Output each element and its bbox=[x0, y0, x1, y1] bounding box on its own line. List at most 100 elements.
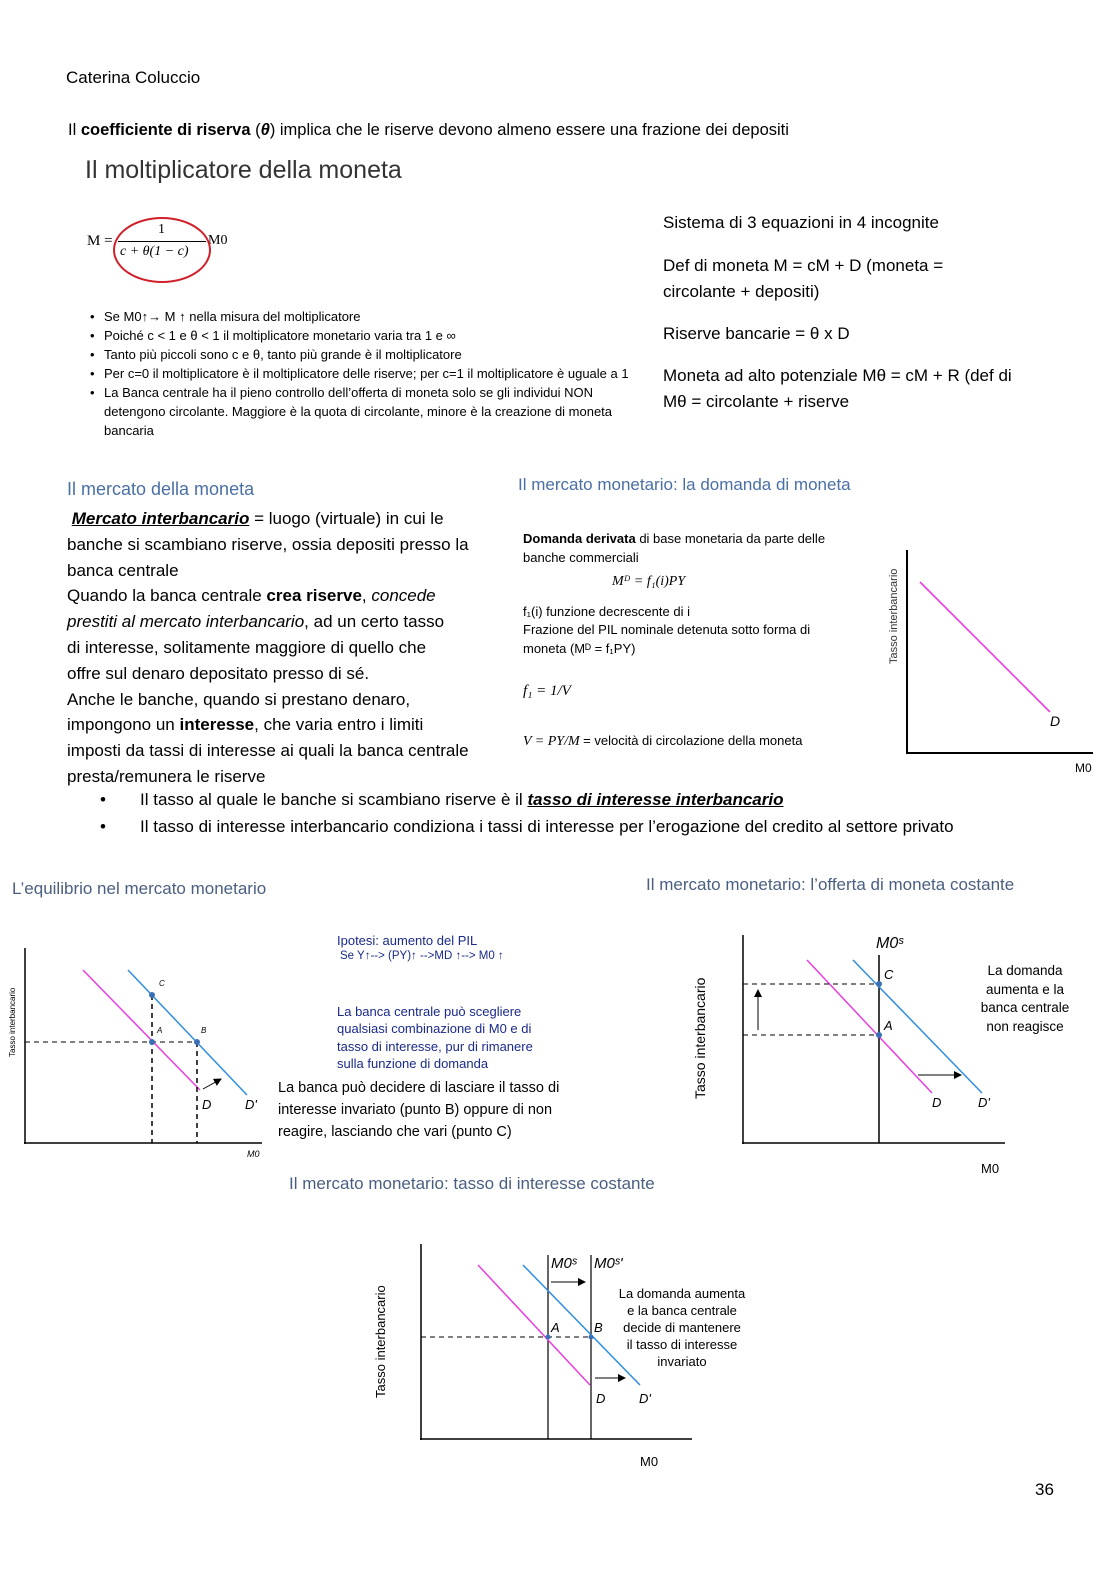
text: La banca può decidere di lasciare il tas… bbox=[278, 1080, 560, 1096]
text: = luogo (virtuale) in cui le bbox=[249, 509, 444, 528]
point-a bbox=[149, 1039, 155, 1045]
equilibrium-chart: C A B D D' M0 Tasso interbancario bbox=[8, 948, 262, 1159]
bullet-row: • Il tasso al quale le banche si scambian… bbox=[100, 790, 784, 809]
point-c bbox=[876, 981, 882, 987]
point-label: B bbox=[201, 1026, 207, 1035]
point-label: A bbox=[883, 1018, 893, 1033]
text: impongono un bbox=[67, 715, 180, 735]
text: imposti da tassi di interesse ai quali l… bbox=[67, 741, 469, 761]
choice-text: La banca centrale può scegliere qualsias… bbox=[337, 1003, 533, 1072]
text: reagire, lasciando che vari (punto C) bbox=[278, 1124, 512, 1140]
curve-d bbox=[477, 1264, 591, 1386]
section-title-market: Il mercato della moneta bbox=[67, 479, 255, 499]
text: interesse invariato (punto B) oppure di … bbox=[278, 1102, 553, 1118]
decide-text: La banca può decidere di lasciare il tas… bbox=[278, 1077, 559, 1143]
y-axis-label: Tasso interbancario bbox=[888, 569, 900, 664]
author: Caterina Coluccio bbox=[66, 68, 201, 87]
supply-title: Il mercato monetario: l’offerta di monet… bbox=[646, 875, 1015, 894]
text: sulla funzione di domanda bbox=[337, 1055, 489, 1071]
point-a bbox=[876, 1032, 882, 1038]
demand-curve-d bbox=[919, 581, 1051, 713]
curve-label: D' bbox=[245, 1097, 257, 1112]
formula-lhs: M = bbox=[87, 233, 113, 249]
page-number: 36 bbox=[1035, 1480, 1054, 1499]
x-axis-label: M0 bbox=[1075, 761, 1092, 775]
x-axis-label: M0 bbox=[247, 1149, 260, 1159]
note-line: non reagisce bbox=[986, 1019, 1063, 1034]
hypothesis-chain: Se Y↑--> (PY)↑ -->MD ↑--> M0 ↑ bbox=[340, 950, 504, 962]
supply-constant-chart: M0ˢ C A D D' M0 Tasso interbancario La d… bbox=[692, 935, 1069, 1176]
note-line: La domanda aumenta bbox=[619, 1286, 746, 1301]
text: tasso di interesse, pur di rimanere bbox=[337, 1038, 533, 1054]
text: Anche le banche, quando si prestano dena… bbox=[67, 689, 411, 709]
bullet-text: Il tasso di interesse interbancario cond… bbox=[140, 817, 954, 836]
y-axis-label: Tasso interbancario bbox=[8, 987, 17, 1057]
equations-line: Sistema di 3 equazioni in 4 incognite bbox=[663, 213, 939, 232]
point-b bbox=[194, 1039, 200, 1045]
demand-bold: Domanda derivata bbox=[523, 531, 636, 546]
text: banca centrale bbox=[67, 560, 179, 580]
text: , bbox=[361, 586, 372, 606]
point-label: A bbox=[550, 1320, 560, 1335]
rate-constant-chart: M0ˢ M0ˢ' A B D D' M0 Tasso interbancario… bbox=[373, 1244, 746, 1469]
demand-eq1: Mᴰ = f₁(i)PY bbox=[612, 574, 686, 589]
curve-label: D' bbox=[639, 1391, 651, 1406]
curve-d bbox=[806, 959, 933, 1094]
supply-label: M0ˢ' bbox=[594, 1255, 624, 1272]
rate-title: Il mercato monetario: tasso di interesse… bbox=[289, 1174, 655, 1193]
curve-label: D bbox=[202, 1097, 211, 1112]
hypothesis: Ipotesi: aumento del PIL bbox=[337, 933, 478, 948]
text: di base monetaria da parte delle bbox=[635, 531, 826, 546]
equations-line: Riserve bancarie = θ x D bbox=[663, 324, 850, 343]
text: , ad un certo tasso bbox=[304, 612, 445, 632]
demand-line: Frazione del PIL nominale detenuta sotto… bbox=[523, 622, 811, 637]
red-circle-highlight bbox=[113, 217, 211, 283]
text: presta/remunera le riserve bbox=[67, 766, 266, 786]
text: di interesse, solitamente maggiore di qu… bbox=[67, 637, 427, 657]
bullet: Poiché c < 1 e θ < 1 il moltiplicatore m… bbox=[90, 326, 635, 345]
point-label: C bbox=[884, 967, 894, 982]
equations-line: Moneta ad alto potenziale Mθ = cM + R (d… bbox=[663, 366, 1012, 385]
demand-eq3: V = PY/M = velocità di circolazione dell… bbox=[523, 733, 802, 750]
theta-symbol: θ bbox=[260, 121, 270, 139]
bullet: Se M0↑→ M ↑ nella misura del moltiplicat… bbox=[90, 307, 635, 326]
v-formula: V = PY/M bbox=[523, 734, 580, 749]
note-line: banca centrale bbox=[981, 1000, 1070, 1015]
point-a bbox=[545, 1334, 551, 1340]
text-bold: crea riserve bbox=[266, 586, 362, 606]
supply-label: M0ˢ bbox=[876, 935, 904, 952]
point-c bbox=[149, 992, 155, 998]
x-axis-label: M0 bbox=[981, 1161, 999, 1176]
x-axis-label: M0 bbox=[640, 1454, 658, 1469]
text-italic: prestiti al mercato interbancario bbox=[67, 612, 305, 632]
note-line: il tasso di interesse bbox=[627, 1337, 738, 1352]
demand-line: Domanda derivata di base monetaria da pa… bbox=[523, 531, 825, 546]
y-axis-label: Tasso interbancario bbox=[373, 1285, 388, 1398]
demand-title: Il mercato monetario: la domanda di mone… bbox=[518, 475, 851, 494]
market-paragraph: Mercato interbancario = luogo (virtuale)… bbox=[67, 506, 507, 790]
point-label: B bbox=[594, 1320, 603, 1335]
point-b bbox=[588, 1334, 594, 1340]
formula-rhs: M0 bbox=[208, 233, 228, 248]
section-title-multiplier: Il moltiplicatore della moneta bbox=[85, 156, 402, 184]
intro-pre: Il bbox=[68, 121, 81, 139]
v-desc: = velocità di circolazione della moneta bbox=[583, 733, 803, 748]
curve-label: D bbox=[1050, 713, 1060, 729]
text-bold: interesse bbox=[179, 715, 255, 735]
note-line: invariato bbox=[657, 1354, 706, 1369]
intro-mid: ( bbox=[250, 121, 261, 139]
text: qualsiasi combinazione di M0 e di bbox=[337, 1021, 532, 1037]
bullet: Per c=0 il moltiplicatore è il moltiplic… bbox=[90, 364, 635, 383]
curve-label: D bbox=[596, 1391, 605, 1406]
supply-label: M0ˢ bbox=[551, 1255, 578, 1272]
bullet-text: Il tasso al quale le banche si scambiano… bbox=[140, 790, 528, 809]
multiplier-bullets: Se M0↑→ M ↑ nella misura del moltiplicat… bbox=[90, 307, 635, 440]
curve-d bbox=[82, 969, 201, 1091]
equations-line: Mθ = circolante + riserve bbox=[663, 392, 850, 411]
equations-line: circolante + depositi) bbox=[663, 282, 820, 301]
y-axis-label: Tasso interbancario bbox=[692, 977, 708, 1099]
point-label: A bbox=[156, 1026, 162, 1035]
demand-line: f₁(i) funzione decrescente di i bbox=[523, 604, 690, 619]
note-line: La domanda bbox=[987, 963, 1063, 978]
intro-bold: coefficiente di riserva bbox=[80, 121, 251, 139]
